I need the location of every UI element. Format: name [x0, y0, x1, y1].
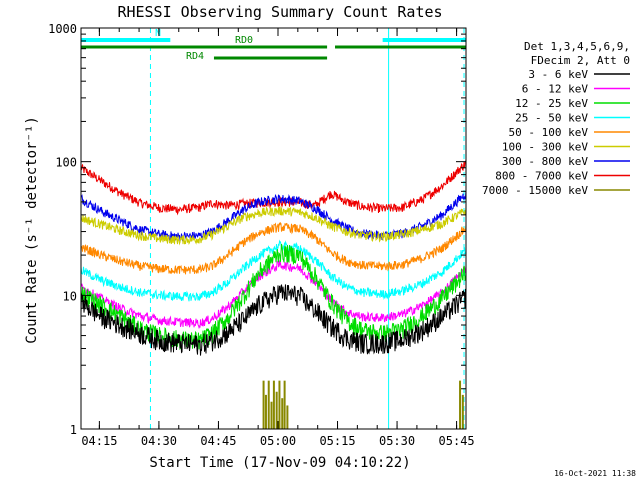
legend-label-6: 300 - 800 keV [502, 155, 588, 168]
y-tick-label-2: 100 [55, 156, 77, 170]
x-tick-label-2: 04:45 [200, 434, 236, 448]
legend-label-2: 12 - 25 keV [515, 97, 588, 110]
x-tick-label-0: 04:15 [81, 434, 117, 448]
status-label-n: N [155, 28, 161, 39]
y-axis-label: Count Rate (s⁻¹ detector⁻¹) [24, 116, 40, 344]
legend-label-8: 7000 - 15000 keV [482, 184, 588, 197]
legend-label-4: 50 - 100 keV [509, 126, 589, 139]
status-label-rd0: RD0 [235, 35, 253, 46]
legend: Det 1,3,4,5,6,9, FDecim 2, Att 0 3 - 6 k… [482, 40, 630, 197]
legend-header-line-2: FDecim 2, Att 0 [531, 54, 630, 67]
spike-layer [262, 380, 464, 429]
x-tick-label-3: 05:00 [260, 434, 296, 448]
series-trace-0 [81, 284, 466, 356]
x-tick-label-4: 05:15 [319, 434, 355, 448]
y-tick-label-1: 10 [63, 289, 77, 303]
series-trace-2 [81, 243, 466, 350]
footer-date: 16-Oct-2021 11:38 [554, 469, 636, 478]
plot-frame [80, 27, 467, 430]
y-tick-label-3: 1000 [48, 22, 77, 36]
x-tick-label-6: 05:45 [439, 434, 475, 448]
legend-label-0: 3 - 6 keV [528, 68, 588, 81]
series-layer [81, 160, 466, 356]
series-trace-5 [81, 205, 466, 246]
chart-title: RHESSI Observing Summary Count Rates [117, 3, 442, 21]
series-trace-1 [81, 259, 466, 330]
series-trace-4 [81, 221, 466, 275]
legend-header-line-1: Det 1,3,4,5,6,9, [524, 40, 630, 53]
axes: 04:15 04:30 04:45 05:00 05:15 05:30 05:45 1 10 10… [48, 22, 475, 448]
legend-label-1: 6 - 12 keV [522, 83, 589, 96]
series-trace-7 [81, 160, 466, 216]
y-tick-label-0: 1 [70, 423, 77, 437]
legend-label-5: 100 - 300 keV [502, 141, 588, 154]
legend-label-7: 800 - 7000 keV [495, 170, 588, 183]
x-tick-label-5: 05:30 [379, 434, 415, 448]
x-tick-label-1: 04:30 [141, 434, 177, 448]
status-label-rd4: RD4 [186, 51, 204, 62]
status-bars: N RD0 RD4 [81, 28, 466, 62]
x-axis-label: Start Time (17-Nov-09 04:10:22) [149, 455, 410, 471]
legend-label-3: 25 - 50 keV [515, 112, 588, 125]
